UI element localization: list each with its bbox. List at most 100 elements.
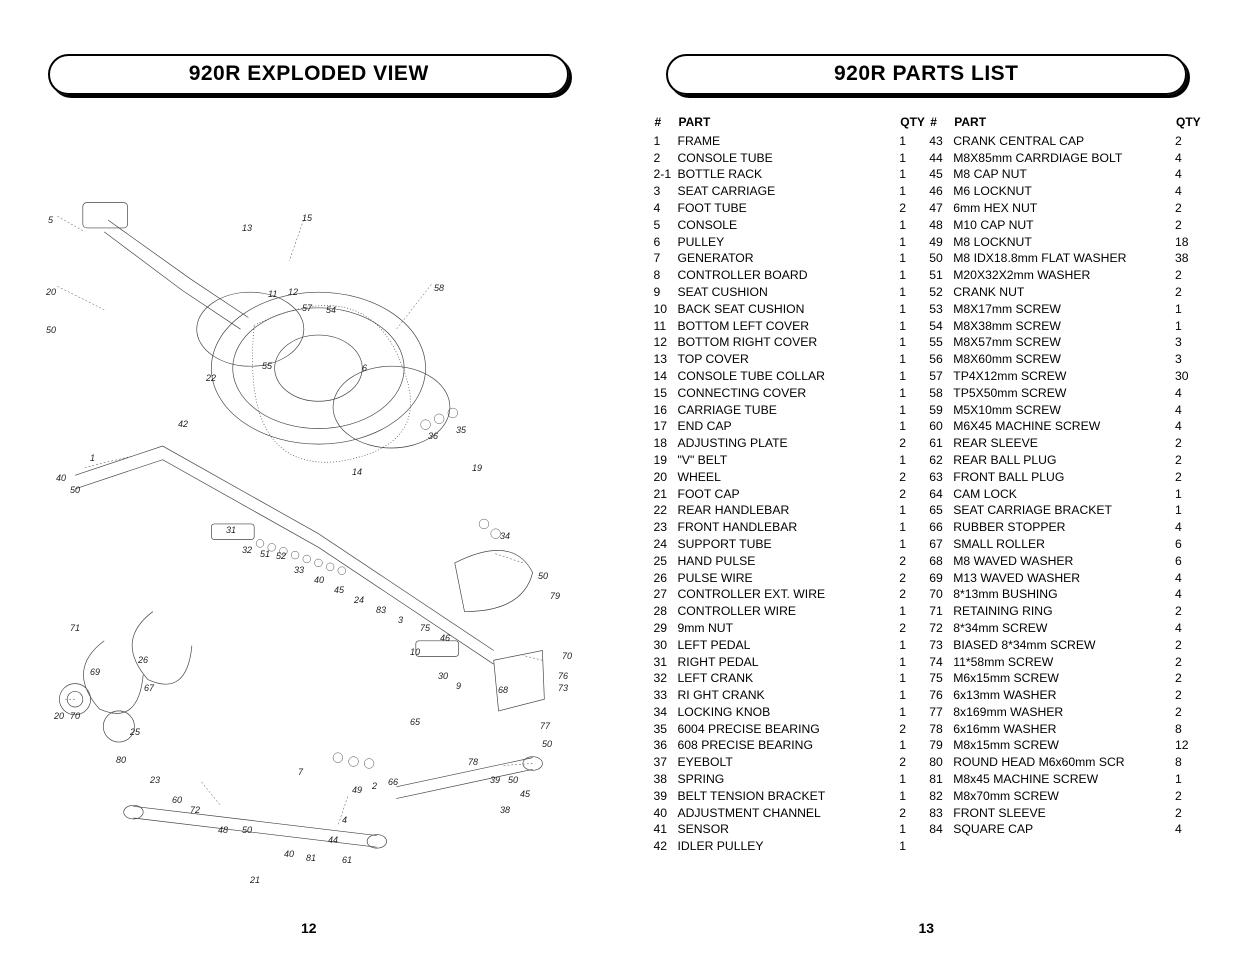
part-number: 72	[929, 620, 953, 637]
part-qty: 1	[899, 267, 927, 284]
part-qty: 1	[899, 166, 927, 183]
diagram-callout: 40	[314, 575, 324, 585]
table-row: 2CONSOLE TUBE1	[654, 150, 928, 167]
part-number: 8	[654, 267, 678, 284]
part-number: 63	[929, 469, 953, 486]
part-name: M8X38mm SCREW	[953, 318, 1175, 335]
diagram-callout: 21	[250, 875, 260, 885]
part-number: 58	[929, 385, 953, 402]
diagram-callout: 71	[70, 623, 80, 633]
part-name: CONSOLE TUBE	[678, 150, 900, 167]
part-name: M8 CAP NUT	[953, 166, 1175, 183]
table-row: 58TP5X50mm SCREW4	[929, 385, 1203, 402]
part-name: HAND PULSE	[678, 553, 900, 570]
table-row: 31RIGHT PEDAL1	[654, 654, 928, 671]
table-row: 3SEAT CARRIAGE1	[654, 183, 928, 200]
table-row: 10BACK SEAT CUSHION1	[654, 301, 928, 318]
part-name: REAR HANDLEBAR	[678, 502, 900, 519]
part-name: M8X17mm SCREW	[953, 301, 1175, 318]
part-number: 40	[654, 805, 678, 822]
diagram-callout: 7	[298, 767, 303, 777]
header-part: PART	[678, 113, 900, 133]
part-name: M8X85mm CARRDIAGE BOLT	[953, 150, 1175, 167]
part-qty: 1	[899, 670, 927, 687]
diagram-callout: 9	[456, 681, 461, 691]
part-name: BELT TENSION BRACKET	[678, 788, 900, 805]
part-name: "V" BELT	[678, 452, 900, 469]
diagram-callout: 35	[456, 425, 466, 435]
diagram-callout: 10	[410, 647, 420, 657]
diagram-callout: 57	[302, 303, 312, 313]
diagram-callout: 73	[558, 683, 568, 693]
part-number: 10	[654, 301, 678, 318]
part-name: M20X32X2mm WASHER	[953, 267, 1175, 284]
part-number: 78	[929, 721, 953, 738]
table-row: 83FRONT SLEEVE2	[929, 805, 1203, 822]
table-row: 59M5X10mm SCREW4	[929, 402, 1203, 419]
table-row: 16CARRIAGE TUBE1	[654, 402, 928, 419]
part-number: 23	[654, 519, 678, 536]
part-name: 9mm NUT	[678, 620, 900, 637]
table-row: 34LOCKING KNOB1	[654, 704, 928, 721]
part-number: 68	[929, 553, 953, 570]
part-name: FRONT HANDLEBAR	[678, 519, 900, 536]
table-row: 7411*58mm SCREW2	[929, 654, 1203, 671]
table-row: 15CONNECTING COVER1	[654, 385, 928, 402]
diagram-callout: 19	[472, 463, 482, 473]
part-qty: 1	[899, 821, 927, 838]
part-name: PULLEY	[678, 234, 900, 251]
part-qty: 1	[899, 368, 927, 385]
diagram-callout: 20	[46, 287, 56, 297]
part-number: 74	[929, 654, 953, 671]
part-name: 11*58mm SCREW	[953, 654, 1175, 671]
table-row: 45M8 CAP NUT4	[929, 166, 1203, 183]
part-number: 65	[929, 502, 953, 519]
part-qty: 2	[1175, 654, 1203, 671]
part-number: 62	[929, 452, 953, 469]
part-qty: 1	[899, 536, 927, 553]
part-name: FRONT SLEEVE	[953, 805, 1175, 822]
part-qty: 1	[899, 183, 927, 200]
part-qty: 4	[1175, 586, 1203, 603]
part-qty: 2	[899, 553, 927, 570]
part-qty: 2	[1175, 687, 1203, 704]
part-name: M8x15mm SCREW	[953, 737, 1175, 754]
table-row: 12BOTTOM RIGHT COVER1	[654, 334, 928, 351]
left-page: 920R EXPLODED VIEW	[0, 0, 618, 954]
part-number: 77	[929, 704, 953, 721]
part-qty: 1	[899, 402, 927, 419]
table-row: 4FOOT TUBE2	[654, 200, 928, 217]
diagram-callout: 39	[490, 775, 500, 785]
diagram-callout: 75	[420, 623, 430, 633]
diagram-callout: 24	[354, 595, 364, 605]
table-row: 44M8X85mm CARRDIAGE BOLT4	[929, 150, 1203, 167]
left-page-number: 12	[0, 920, 618, 936]
diagram-callout: 60	[172, 795, 182, 805]
part-name: M8x70mm SCREW	[953, 788, 1175, 805]
part-qty: 1	[899, 150, 927, 167]
part-number: 56	[929, 351, 953, 368]
diagram-callout: 72	[190, 805, 200, 815]
parts-col-2: # PART QTY 43CRANK CENTRAL CAP244M8X85mm…	[929, 113, 1203, 855]
parts-list-title: 920R PARTS LIST	[666, 54, 1187, 95]
part-name: BIASED 8*34mm SCREW	[953, 637, 1175, 654]
table-row: 75M6x15mm SCREW2	[929, 670, 1203, 687]
table-row: 82M8x70mm SCREW2	[929, 788, 1203, 805]
table-row: 21FOOT CAP2	[654, 486, 928, 503]
part-qty: 2	[1175, 670, 1203, 687]
part-name: REAR SLEEVE	[953, 435, 1175, 452]
part-number: 42	[654, 838, 678, 855]
diagram-callout: 51	[260, 549, 270, 559]
part-number: 34	[654, 704, 678, 721]
part-number: 9	[654, 284, 678, 301]
part-qty: 1	[899, 234, 927, 251]
diagram-callout: 54	[326, 305, 336, 315]
part-number: 48	[929, 217, 953, 234]
diagram-callout: 25	[130, 727, 140, 737]
part-name: 8*34mm SCREW	[953, 620, 1175, 637]
diagram-callout: 80	[116, 755, 126, 765]
part-number: 49	[929, 234, 953, 251]
part-qty: 2	[1175, 603, 1203, 620]
part-qty: 1	[899, 301, 927, 318]
diagram-callout: 50	[538, 571, 548, 581]
